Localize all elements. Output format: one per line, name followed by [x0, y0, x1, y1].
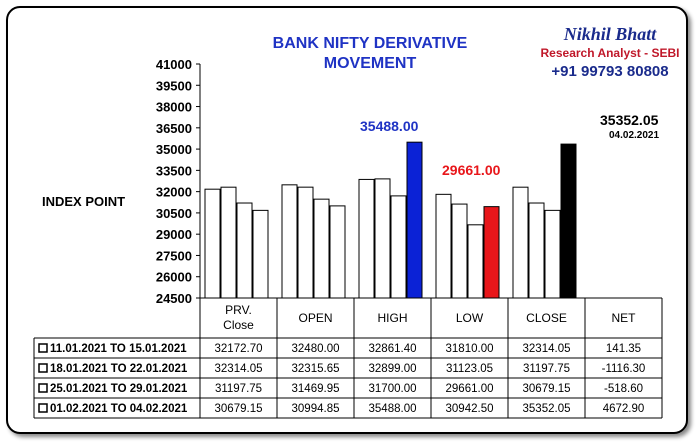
bar: [467, 224, 484, 299]
table-cell: 30679.15: [523, 383, 571, 395]
y-tick-label: 30500: [156, 206, 192, 221]
table-cell: 30679.15: [215, 403, 263, 415]
bar: [528, 202, 545, 299]
table-cell: 31197.75: [523, 363, 570, 375]
table-cell: 32861.40: [369, 343, 417, 355]
y-tick-label: 27500: [156, 248, 192, 263]
table-cell: 31700.00: [369, 383, 417, 395]
brand-phone: +91 99793 80808: [551, 63, 669, 80]
table-cell: 35488.00: [369, 403, 417, 415]
table-header-label: HIGH: [378, 311, 408, 325]
table-cell: 32899.00: [369, 363, 417, 375]
table-cell: 4672.90: [603, 403, 645, 415]
bar: [406, 141, 423, 299]
y-tick-label: 35000: [156, 142, 192, 157]
table-header-label: NET: [612, 311, 637, 325]
y-tick-label: 39500: [156, 78, 192, 93]
table-cell: 30942.50: [446, 403, 494, 415]
brand-name: Nikhil Bhatt: [563, 24, 657, 44]
bar: [483, 206, 500, 299]
table-cell: 30994.85: [292, 403, 340, 415]
legend-label: 11.01.2021 TO 15.01.2021: [50, 343, 187, 355]
bar: [313, 198, 330, 299]
low-callout: 29661.00: [442, 162, 501, 178]
table-cell: 32314.05: [215, 363, 263, 375]
y-tick-label: 33500: [156, 163, 192, 178]
y-tick-label: 32000: [156, 185, 192, 200]
bar: [358, 178, 375, 299]
table-cell: 31123.05: [446, 363, 493, 375]
bar: [204, 188, 221, 299]
legend-label: 01.02.2021 TO 04.02.2021: [50, 403, 188, 415]
bar: [544, 209, 561, 299]
table-cell: -518.60: [604, 383, 643, 395]
legend-label: 25.01.2021 TO 29.01.2021: [50, 383, 188, 395]
bar: [512, 186, 529, 299]
y-tick-label: 26000: [156, 270, 192, 285]
y-tick-label: 24500: [156, 291, 192, 306]
table-cell: 32172.70: [215, 343, 263, 355]
legend-key: [38, 383, 48, 393]
bar: [236, 202, 253, 299]
bar: [252, 209, 269, 299]
bar: [281, 184, 298, 299]
legend-key: [38, 363, 48, 373]
brand-role: Research Analyst - SEBI: [540, 46, 680, 60]
legend-label: 18.01.2021 TO 22.01.2021: [50, 363, 188, 375]
y-tick-label: 41000: [156, 57, 192, 72]
table-cell: 32480.00: [292, 343, 340, 355]
legend-key: [38, 343, 48, 353]
bar: [435, 193, 452, 299]
y-tick-label: 38000: [156, 100, 192, 115]
table-cell: 29661.00: [446, 383, 494, 395]
bar: [297, 186, 314, 299]
table-cell: 31469.95: [292, 383, 340, 395]
y-tick-label: 29000: [156, 227, 192, 242]
bar: [329, 205, 346, 299]
chart-title-line-1: BANK NIFTY DERIVATIVE: [272, 35, 468, 52]
table-cell: 31197.75: [215, 383, 262, 395]
y-axis-label: INDEX POINT: [42, 194, 126, 209]
table-cell: -1116.30: [602, 363, 646, 375]
table-header-label: Close: [223, 318, 254, 332]
latest-value-callout: 35352.05: [600, 112, 659, 128]
bar: [560, 143, 577, 299]
bar: [451, 203, 468, 299]
table-cell: 141.35: [606, 343, 641, 355]
table-cell: 31810.00: [446, 343, 494, 355]
legend-key: [38, 403, 48, 413]
latest-date-callout: 04.02.2021: [609, 130, 660, 141]
table-cell: 35352.05: [523, 403, 571, 415]
table-header-label: OPEN: [298, 311, 332, 325]
bar: [390, 195, 407, 299]
chart-title-line-2: MOVEMENT: [323, 55, 417, 72]
table-header-label: LOW: [456, 311, 484, 325]
bar: [220, 186, 237, 299]
table-header-label: CLOSE: [526, 311, 567, 325]
table-header-label: PRV.: [225, 303, 252, 317]
bar: [374, 178, 391, 299]
y-tick-label: 36500: [156, 121, 192, 136]
table-cell: 32314.05: [523, 343, 571, 355]
table-cell: 32315.65: [292, 363, 340, 375]
high-callout: 35488.00: [360, 118, 419, 134]
